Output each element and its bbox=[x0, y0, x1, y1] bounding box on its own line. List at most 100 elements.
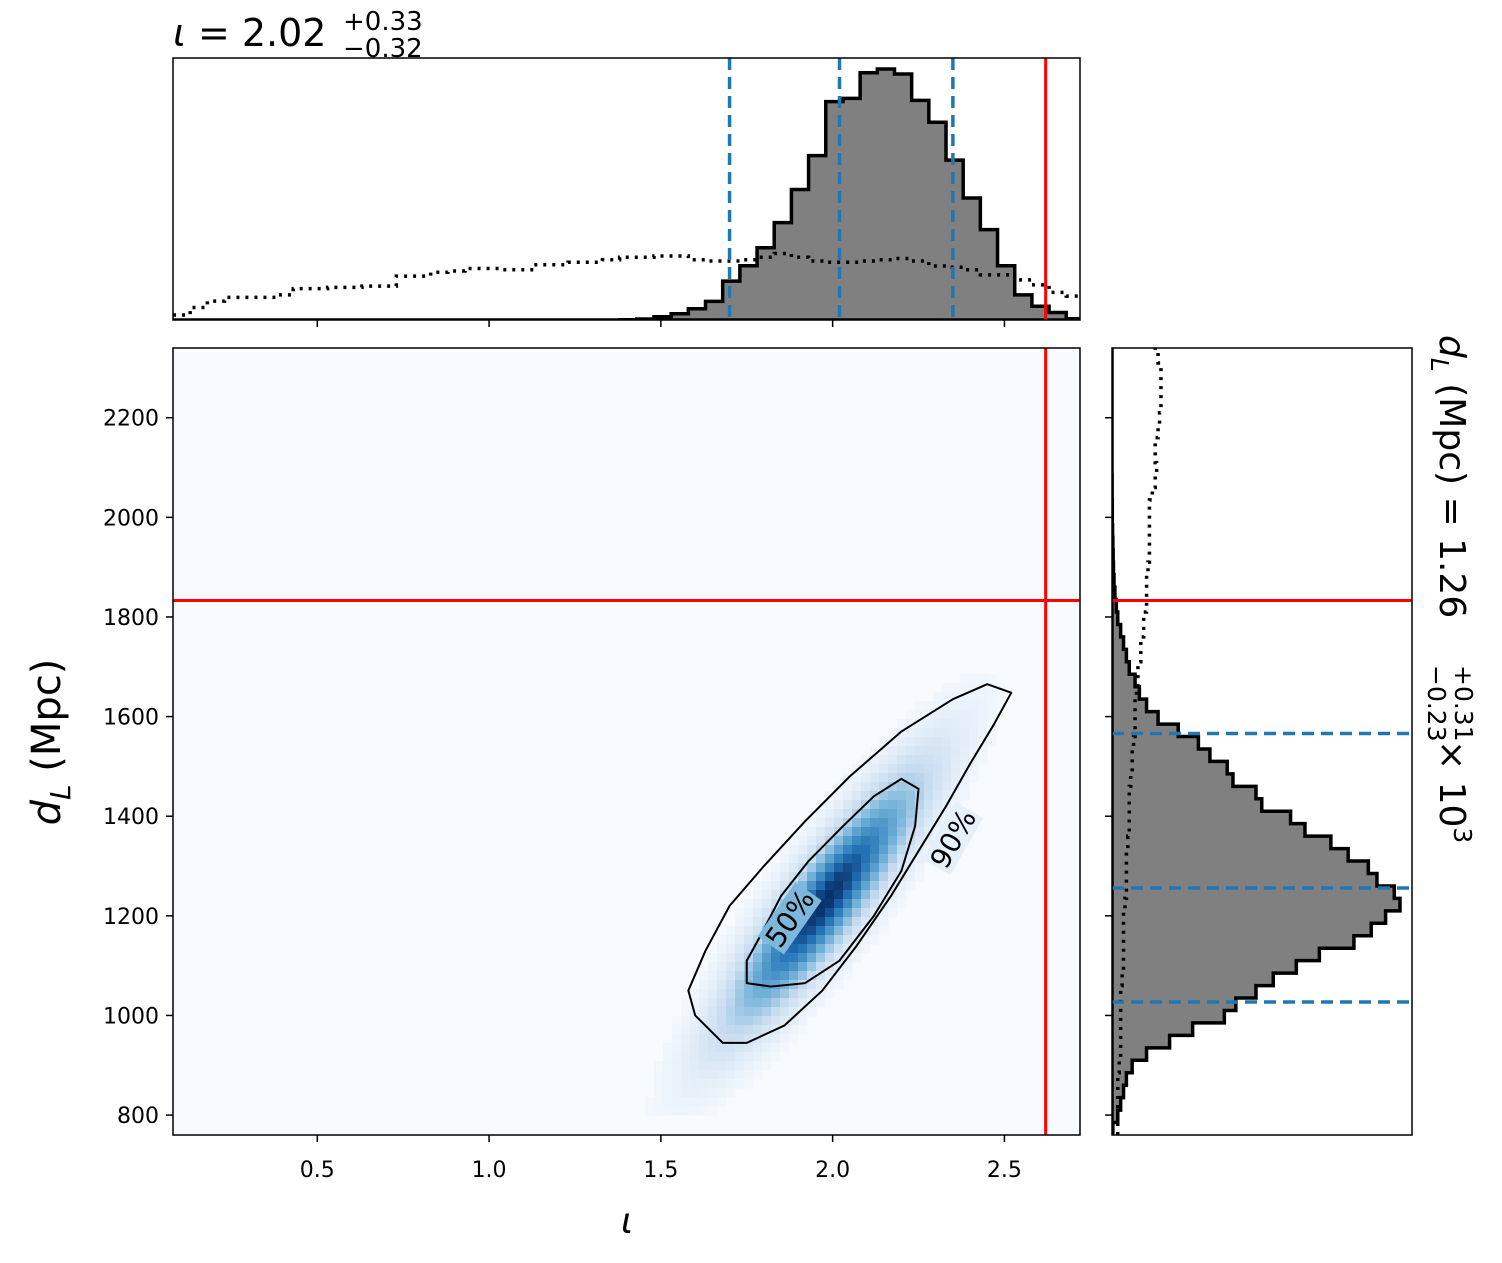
heatmap-cell bbox=[969, 692, 979, 702]
heatmap-cell bbox=[798, 881, 808, 891]
heatmap-cell bbox=[906, 710, 916, 720]
heatmap-cell bbox=[960, 746, 970, 756]
heatmap-cell bbox=[906, 800, 916, 810]
heatmap-cell bbox=[717, 953, 727, 963]
heatmap-cell bbox=[816, 854, 826, 864]
heatmap-cell bbox=[924, 764, 934, 774]
heatmap-cell bbox=[744, 989, 754, 999]
heatmap-cell bbox=[735, 998, 745, 1008]
heatmap-cell bbox=[654, 1079, 664, 1089]
heatmap-cell bbox=[798, 845, 808, 855]
heatmap-cell bbox=[861, 917, 871, 927]
heatmap-cell bbox=[789, 1025, 799, 1035]
heatmap-cell bbox=[906, 845, 916, 855]
heatmap-cell bbox=[861, 809, 871, 819]
heatmap-cell bbox=[861, 899, 871, 909]
heatmap-cell bbox=[861, 944, 871, 954]
heatmap-cell bbox=[771, 890, 781, 900]
heatmap-cell bbox=[771, 1052, 781, 1062]
heatmap-cell bbox=[897, 800, 907, 810]
heatmap-cell bbox=[879, 899, 889, 909]
heatmap-cell bbox=[870, 809, 880, 819]
heatmap-cell bbox=[888, 791, 898, 801]
heatmap-cell bbox=[735, 908, 745, 918]
heatmap-cell bbox=[771, 1016, 781, 1026]
heatmap-cell bbox=[933, 710, 943, 720]
heatmap-cell bbox=[978, 728, 988, 738]
heatmap-cell bbox=[987, 737, 997, 747]
heatmap-cell bbox=[915, 737, 925, 747]
heatmap-cell bbox=[825, 818, 835, 828]
heatmap-cell bbox=[888, 728, 898, 738]
heatmap-cell bbox=[816, 935, 826, 945]
heatmap-cell bbox=[645, 1106, 655, 1116]
top-histogram-panel: ι = 2.02 +0.33 −0.32 bbox=[172, 7, 1081, 327]
heatmap-cell bbox=[879, 908, 889, 918]
heatmap-cell bbox=[681, 1034, 691, 1044]
heatmap-cell bbox=[861, 755, 871, 765]
heatmap-cell bbox=[915, 863, 925, 873]
heatmap-cell bbox=[699, 998, 709, 1008]
heatmap-cell bbox=[744, 1025, 754, 1035]
heatmap-cell bbox=[816, 827, 826, 837]
heatmap-cell bbox=[798, 989, 808, 999]
heatmap-cell bbox=[834, 854, 844, 864]
heatmap-cell bbox=[753, 1007, 763, 1017]
heatmap-cell bbox=[708, 1061, 718, 1071]
heatmap-cell bbox=[726, 1025, 736, 1035]
heatmap-cell bbox=[933, 782, 943, 792]
heatmap-cell bbox=[726, 944, 736, 954]
heatmap-cell bbox=[897, 737, 907, 747]
heatmap-cell bbox=[960, 764, 970, 774]
heatmap-cell bbox=[897, 719, 907, 729]
heatmap-cell bbox=[690, 1088, 700, 1098]
heatmap-cell bbox=[843, 935, 853, 945]
heatmap-cell bbox=[681, 1061, 691, 1071]
heatmap-cell bbox=[843, 926, 853, 936]
contour-90 bbox=[687, 683, 1013, 1044]
heatmap-cell bbox=[798, 1016, 808, 1026]
heatmap-cell bbox=[897, 773, 907, 783]
heatmap-cell bbox=[753, 881, 763, 891]
heatmap-cell bbox=[852, 863, 862, 873]
heatmap-cell bbox=[771, 899, 781, 909]
heatmap-cell bbox=[708, 980, 718, 990]
heatmap-cell bbox=[771, 1043, 781, 1053]
heatmap-cell bbox=[978, 746, 988, 756]
heatmap-cell bbox=[726, 998, 736, 1008]
heatmap-cell bbox=[924, 809, 934, 819]
heatmap-cell bbox=[843, 863, 853, 873]
heatmap-cell bbox=[897, 845, 907, 855]
heatmap-cell bbox=[942, 755, 952, 765]
heatmap-cell bbox=[987, 701, 997, 711]
svg-text:dL (Mpc) = 1.26: dL (Mpc) = 1.26 bbox=[1425, 335, 1472, 618]
heatmap-cell bbox=[843, 899, 853, 909]
heatmap-cell bbox=[960, 701, 970, 711]
heatmap-cell bbox=[942, 791, 952, 801]
heatmap-cell bbox=[690, 989, 700, 999]
svg-text:−0.23: −0.23 bbox=[1422, 665, 1451, 742]
heatmap-cell bbox=[906, 719, 916, 729]
heatmap-cell bbox=[870, 746, 880, 756]
heatmap-cell bbox=[960, 737, 970, 747]
heatmap-cell bbox=[771, 872, 781, 882]
heatmap-cell bbox=[843, 962, 853, 972]
heatmap-cell bbox=[915, 710, 925, 720]
heatmap-cell bbox=[897, 809, 907, 819]
heatmap-cell bbox=[969, 764, 979, 774]
heatmap-cell bbox=[897, 791, 907, 801]
heatmap-cell bbox=[852, 917, 862, 927]
heatmap-cell bbox=[816, 953, 826, 963]
heatmap-cell bbox=[933, 809, 943, 819]
heatmap-cell bbox=[888, 737, 898, 747]
heatmap-cell bbox=[717, 1052, 727, 1062]
heatmap-cell bbox=[870, 755, 880, 765]
heatmap-cell bbox=[717, 1043, 727, 1053]
heatmap-cell bbox=[906, 728, 916, 738]
heatmap-cell bbox=[897, 755, 907, 765]
heatmap-cell bbox=[951, 773, 961, 783]
heatmap-cell bbox=[879, 863, 889, 873]
heatmap-cell bbox=[744, 917, 754, 927]
heatmap-cell bbox=[771, 953, 781, 963]
heatmap-cell bbox=[753, 1052, 763, 1062]
